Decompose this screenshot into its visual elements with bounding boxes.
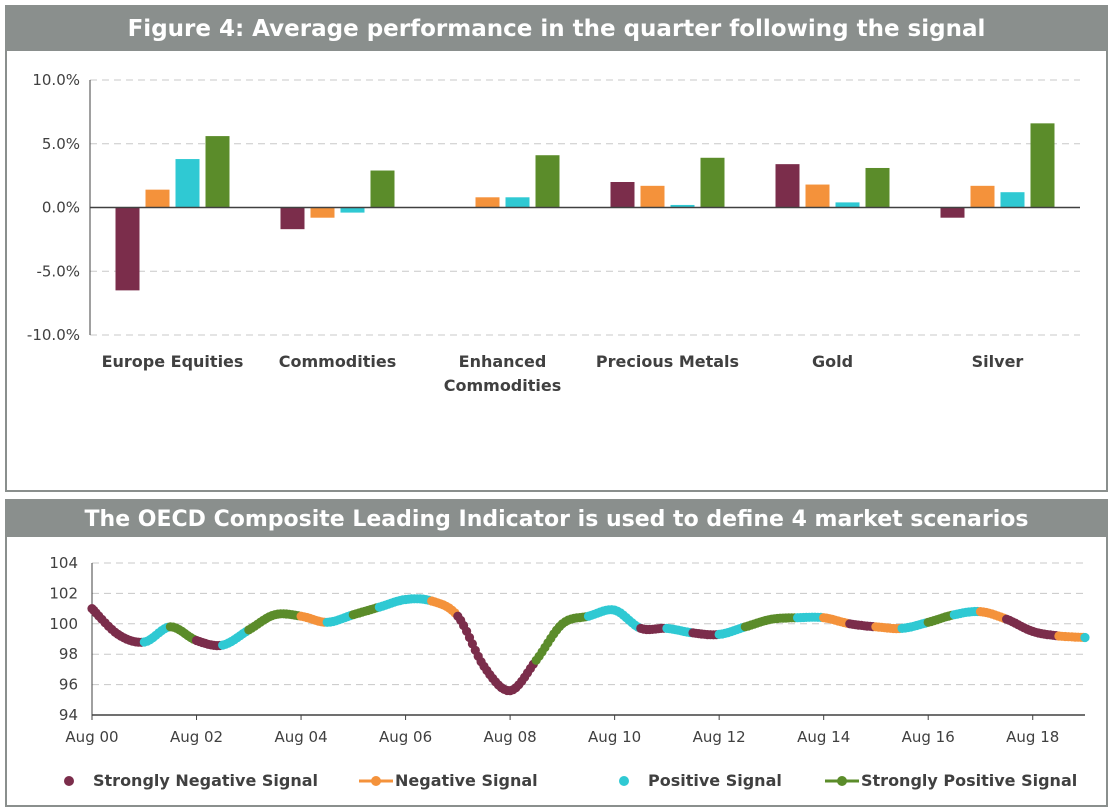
bar — [610, 182, 635, 208]
x-tick-label: Aug 18 — [1006, 728, 1059, 746]
bar — [310, 207, 335, 218]
x-tick-label: Aug 00 — [65, 728, 118, 746]
cli-point — [1080, 632, 1090, 643]
category-label: Precious Metals — [596, 352, 739, 371]
legend-label: Positive Signal — [648, 771, 782, 790]
legend-item: Positive Signal — [619, 771, 782, 790]
bar — [835, 202, 860, 208]
category-label: Commodities — [444, 376, 562, 395]
x-tick-label: Aug 10 — [588, 728, 641, 746]
category-label: Silver — [972, 352, 1024, 371]
x-tick-label: Aug 14 — [797, 728, 850, 746]
category-label: Enhanced — [459, 352, 547, 371]
oecd-cli-line-chart: 94 96 98 100 102 104 Aug 00 Aug 02 Aug 04 Aug 06 A… — [49, 554, 1090, 790]
x-tick-label: Aug 02 — [170, 728, 223, 746]
bar — [370, 170, 395, 208]
x-tick-label: Aug 16 — [902, 728, 955, 746]
legend-marker-icon — [619, 776, 629, 786]
y-tick-label: 94 — [59, 706, 78, 724]
bar-chart: -10.0% -5.0% 0.0% 5.0% 10.0% Europe Equities C… — [27, 71, 1080, 395]
bar — [535, 155, 560, 208]
legend-item: Negative Signal — [359, 771, 538, 790]
cli-series — [87, 594, 1090, 696]
bar — [205, 136, 230, 208]
y-tick-label: -5.0% — [36, 262, 80, 280]
bar — [775, 164, 800, 208]
bar — [1000, 192, 1025, 208]
legend-label: Strongly Negative Signal — [93, 771, 318, 790]
category-label: Gold — [812, 352, 853, 371]
y-tick-label: 96 — [59, 676, 78, 694]
bar — [280, 207, 305, 230]
y-tick-label: 102 — [49, 584, 78, 602]
legend-label: Strongly Positive Signal — [861, 771, 1077, 790]
bar — [340, 207, 365, 213]
legend-marker-icon — [837, 776, 847, 786]
y-tick-label: -10.0% — [27, 326, 80, 344]
legend-item: Strongly Positive Signal — [825, 771, 1077, 790]
y-tick-label: 98 — [59, 645, 78, 663]
x-tick-label: Aug 06 — [379, 728, 432, 746]
y-tick-label: 10.0% — [32, 71, 80, 89]
performance-chart-panel: Figure 4: Average performance in the qua… — [5, 5, 1108, 492]
bar — [145, 189, 170, 208]
bar — [940, 207, 965, 218]
x-tick-label: Aug 08 — [484, 728, 537, 746]
y-tick-label: 100 — [49, 615, 78, 633]
y-tick-label: 0.0% — [42, 199, 80, 217]
oecd-cli-panel: The OECD Composite Leading Indicator is … — [5, 499, 1108, 807]
bar — [1030, 123, 1055, 208]
x-tick-label: Aug 12 — [693, 728, 746, 746]
y-tick-label: 5.0% — [42, 135, 80, 153]
bar — [115, 207, 140, 291]
category-label: Europe Equities — [102, 352, 244, 371]
performance-chart-title: Figure 4: Average performance in the qua… — [7, 7, 1106, 51]
y-tick-label: 104 — [49, 554, 78, 572]
bar — [505, 197, 530, 208]
category-label: Commodities — [279, 352, 397, 371]
bar — [805, 184, 830, 208]
bar — [970, 185, 995, 208]
bar — [640, 185, 665, 208]
oecd-cli-title: The OECD Composite Leading Indicator is … — [7, 501, 1106, 537]
legend-item: Strongly Negative Signal — [64, 771, 318, 790]
bar — [475, 197, 500, 208]
legend-marker-icon — [371, 776, 381, 786]
legend-label: Negative Signal — [395, 771, 538, 790]
bar — [700, 157, 725, 208]
x-tick-label: Aug 04 — [274, 728, 327, 746]
bar — [670, 204, 695, 208]
legend-marker-icon — [64, 776, 74, 786]
bar — [175, 159, 200, 208]
bar — [865, 167, 890, 208]
